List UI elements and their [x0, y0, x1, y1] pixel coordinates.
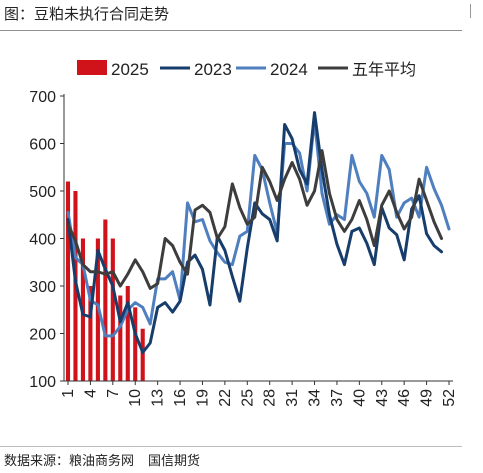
bar-series-2025: [65, 181, 145, 381]
legend-label: 2024: [270, 60, 308, 79]
x-tick-label: 37: [329, 389, 346, 407]
x-tick-label: 43: [374, 389, 391, 407]
title-divider: [0, 30, 462, 31]
bar-2025-w11: [140, 328, 145, 381]
source-note: 数据来源：粮油商务网 国信期货: [4, 450, 200, 469]
source-label: 数据来源：粮油商务网: [4, 454, 135, 469]
y-tick-label: 500: [29, 184, 56, 201]
x-tick-label: 10: [127, 389, 144, 407]
y-tick-label: 400: [29, 232, 56, 249]
chart-title: 图：豆粕未执行合同走势: [4, 5, 170, 23]
source-divider: [0, 446, 462, 447]
legend-label: 2025: [111, 60, 149, 79]
x-tick-label: 25: [239, 389, 256, 407]
x-tick-label: 28: [262, 389, 279, 407]
line-series-five-year-average: [66, 149, 444, 290]
x-tick-label: 16: [172, 389, 189, 407]
x-tick-label: 7: [105, 389, 122, 398]
x-tick-label: 52: [441, 389, 458, 407]
legend: 2025 2023 2024 五年平均: [77, 60, 416, 79]
y-tick-label: 300: [29, 279, 56, 296]
x-tick-label: 4: [82, 389, 99, 398]
x-tick-label: 34: [307, 389, 324, 407]
bar-2025-w6: [103, 219, 108, 381]
y-tick-label: 100: [29, 374, 56, 391]
edge-marker: [470, 4, 481, 18]
y-tick-label: 700: [29, 89, 56, 106]
legend-label: 2023: [194, 60, 232, 79]
axes: 100 200 300 400 500 600 700 1 4 7 10 13 16 19 22 25 28 31…: [29, 89, 458, 407]
x-tick-label: 46: [396, 389, 413, 407]
bar-2025-w1: [65, 181, 71, 381]
bar-2025-w10: [133, 307, 138, 381]
x-tick-label: 13: [150, 389, 167, 407]
line-series-2024: [66, 118, 451, 338]
bar-2025-w4: [88, 286, 93, 381]
bar-2025-w8: [118, 295, 123, 381]
legend-swatch: [77, 60, 107, 75]
bar-2025-w9: [125, 286, 130, 381]
x-tick-label: 19: [194, 389, 211, 407]
source-org: 国信期货: [148, 454, 201, 469]
bar-2025-w7: [110, 238, 115, 381]
x-tick-label: 40: [351, 389, 368, 407]
line-series-group: [66, 111, 451, 354]
y-tick-label: 600: [29, 137, 56, 154]
x-tick-label: 22: [217, 389, 234, 407]
x-tick-label: 31: [284, 389, 301, 407]
x-tick-label: 49: [419, 389, 436, 407]
y-tick-label: 200: [29, 327, 56, 344]
legend-label: 五年平均: [352, 60, 416, 79]
x-tick-label: 1: [60, 389, 77, 398]
